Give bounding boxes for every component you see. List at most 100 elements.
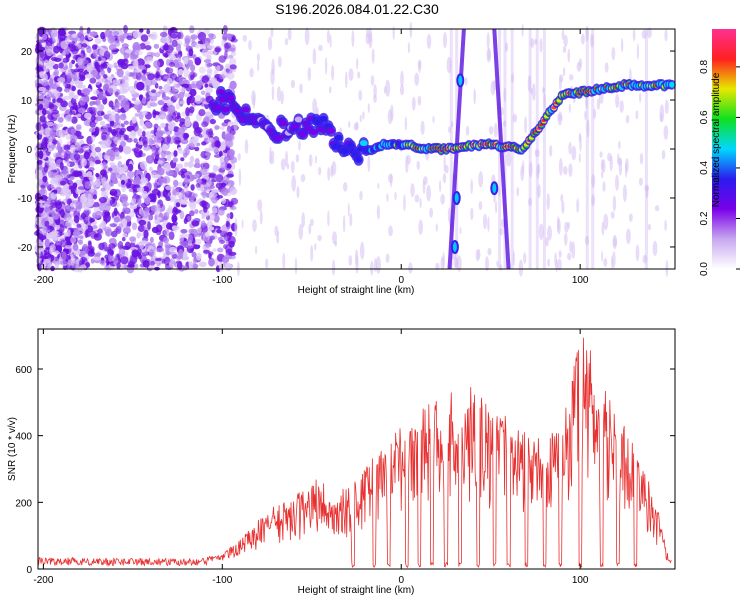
spectrogram-noise-cell [113, 216, 121, 223]
spectrogram-noise-cell [287, 28, 292, 41]
spectrogram-ridge-cell [327, 127, 335, 134]
spectrogram-noise-cell [542, 86, 546, 94]
spectrogram-noise-cell [165, 244, 170, 254]
spectrogram-noise-cell [110, 164, 119, 173]
spectrogram-noise-cell [48, 170, 54, 178]
spectrogram-noise-cell [141, 97, 147, 104]
spectrogram-noise-cell [155, 257, 162, 262]
spectrogram-noise-cell [78, 71, 86, 79]
spectrogram-noise-cell [86, 135, 93, 145]
spectrogram-noise-cell [106, 231, 110, 236]
spectrogram-noise-cell [185, 44, 190, 48]
spectrogram-x-tick-label: 0 [398, 275, 404, 286]
spectrogram-noise-cell [512, 113, 518, 123]
spectrogram-noise-cell [84, 149, 93, 154]
spectrogram-noise-cell [126, 35, 133, 41]
spectrogram-noise-cell [147, 73, 155, 81]
spectrogram-noise-cell [138, 219, 147, 226]
spectrogram-noise-cell [77, 107, 86, 114]
spectrogram-noise-cell [97, 57, 102, 61]
spectrogram-noise-cell [298, 224, 304, 240]
spectrogram-noise-cell [66, 72, 74, 79]
spectrogram-noise-cell [223, 42, 232, 49]
spectrogram-noise-cell [204, 83, 209, 88]
spectrogram-noise-cell [69, 207, 78, 212]
spectrogram-noise-cell [109, 153, 115, 162]
spectrogram-noise-cell [130, 90, 137, 95]
spectrogram-noise-cell [85, 73, 94, 79]
spectrogram-noise-cell [92, 214, 99, 220]
spectrogram-noise-cell [200, 178, 207, 185]
spectrogram-noise-cell [615, 94, 620, 108]
colorbar-tick-label: 0.8 [699, 60, 710, 74]
spectrogram-noise-cell [94, 178, 101, 188]
spectrogram-noise-cell [216, 194, 224, 199]
spectrogram-noise-cell [166, 44, 174, 54]
spectrogram-noise-cell [134, 69, 142, 73]
spectrogram-noise-cell [257, 199, 263, 212]
spectrogram-noise-cell [310, 218, 314, 227]
spectrogram-noise-cell [485, 256, 489, 272]
spectrogram-noise-cell [117, 58, 125, 66]
spectrogram-noise-cell [405, 155, 409, 174]
spectrogram-noise-cell [38, 235, 47, 241]
spectrogram-noise-cell [390, 173, 393, 188]
spectrogram-noise-cell [590, 33, 594, 48]
spectrogram-noise-cell [418, 219, 424, 235]
spectrogram-noise-cell [385, 79, 391, 97]
spectrogram-noise-cell [362, 111, 365, 120]
spectrogram-noise-cell [162, 189, 168, 198]
spectrogram-noise-cell [149, 166, 153, 172]
spectrogram-noise-cell [493, 193, 496, 203]
spectrogram-noise-cell [183, 177, 189, 186]
snr-panel: -200 -100 0 100 0 200 400 600 Height of straig… [7, 328, 676, 596]
spectrogram-noise-cell [161, 258, 166, 264]
spectrogram-noise-cell [483, 213, 487, 230]
spectrogram-noise-cell [131, 97, 137, 102]
spectrogram-noise-cell [42, 119, 47, 129]
spectrogram-noise-cell [208, 213, 215, 222]
spectrogram-ridge-cell [279, 120, 288, 127]
spectrogram-noise-cell [411, 96, 416, 111]
spectrogram-noise-cell [635, 244, 640, 262]
spectrogram-noise-cell [44, 220, 50, 227]
spectrogram-noise-cell [591, 194, 595, 207]
spectrogram-noise-cell [125, 70, 130, 78]
spectrogram-noise-cell [578, 153, 581, 163]
spectrogram-noise-cell [612, 195, 617, 212]
spectrogram-noise-cell [161, 143, 168, 152]
spectrogram-noise-cell [269, 146, 272, 164]
spectrogram-noise-cell [57, 231, 65, 236]
spectrogram-noise-cell [168, 54, 176, 61]
spectrogram-noise-cell [256, 53, 260, 63]
spectrogram-ridge-cell [359, 140, 368, 147]
spectrogram-ridge-cell [227, 95, 235, 102]
spectrogram-noise-cell [44, 88, 49, 93]
spectrogram-noise-cell [615, 174, 619, 191]
colorbar-ticks: 0.0 0.2 0.4 0.6 0.8 [699, 60, 740, 276]
spectrogram-noise-cell [119, 194, 129, 202]
spectrogram-noise-cell [53, 189, 58, 194]
spectrogram-noise-cell [420, 120, 425, 135]
spectrogram-noise-cell [90, 161, 95, 168]
spectrogram-noise-cell [165, 185, 173, 191]
spectrogram-noise-cell [79, 235, 84, 240]
spectrogram-noise-cell [118, 223, 123, 229]
spectrogram-streak [591, 29, 595, 269]
spectrogram-noise-cell [160, 122, 166, 129]
spectrogram-noise-cell [58, 245, 63, 253]
spectrogram-noise-cell [190, 74, 195, 81]
spectrogram-noise-cell [409, 21, 413, 39]
spectrogram-noise-cell [154, 154, 160, 162]
spectrogram-noise-cell [635, 110, 639, 120]
spectrogram-y-ticks: -20 -10 0 10 20 [18, 47, 675, 254]
spectrogram-noise-cell [144, 45, 152, 51]
spectrogram-noise-cell [72, 230, 81, 236]
spectrogram-noise-cell [334, 240, 338, 247]
spectrogram-noise-cell [360, 241, 365, 260]
spectrogram-noise-cell [90, 230, 97, 239]
spectrogram-noise-cell [42, 41, 47, 48]
spectrogram-noise-cell [345, 71, 348, 88]
spectrogram-noise-cell [96, 104, 105, 111]
spectrogram-noise-cell [569, 74, 574, 81]
